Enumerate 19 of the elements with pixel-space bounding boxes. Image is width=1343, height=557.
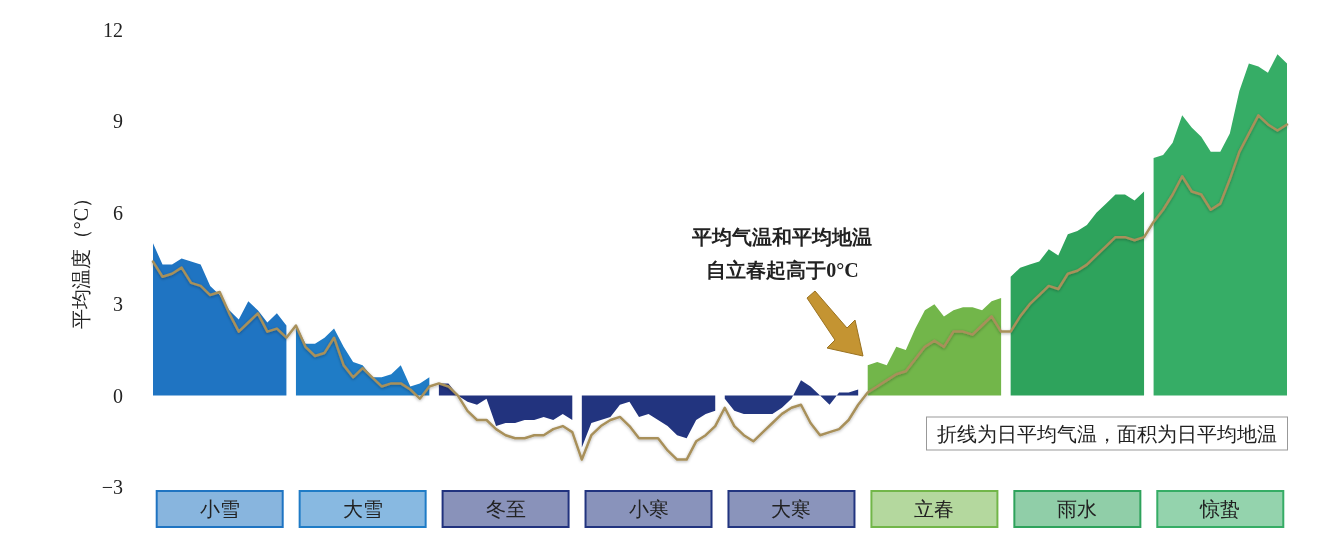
x-tick-label: 惊蛰 bbox=[1199, 498, 1241, 520]
y-axis-title: 平均温度（°C） bbox=[69, 187, 92, 330]
annotation: 折线为日平均气温，面积为日平均地温 bbox=[937, 422, 1277, 445]
annotation: 自立春起高于0°C bbox=[706, 259, 859, 281]
x-tick-label: 雨水 bbox=[1057, 498, 1098, 520]
y-tick-label: 12 bbox=[103, 19, 123, 41]
x-tick-label: 大雪 bbox=[342, 498, 383, 520]
x-tick-label: 小雪 bbox=[199, 498, 240, 520]
y-tick-label: 6 bbox=[113, 201, 123, 224]
x-tick-label: 立春 bbox=[914, 498, 955, 520]
annotation: 平均气温和平均地温 bbox=[691, 226, 873, 248]
x-tick-label: 冬至 bbox=[485, 498, 526, 520]
x-tick-label: 大寒 bbox=[771, 498, 812, 520]
y-tick-label: −3 bbox=[101, 476, 123, 498]
line-series bbox=[151, 114, 1289, 461]
y-tick-label: 0 bbox=[113, 384, 123, 407]
y-tick-label: 3 bbox=[113, 293, 123, 316]
x-tick-label: 小寒 bbox=[628, 498, 669, 520]
y-tick-label: 9 bbox=[113, 110, 123, 133]
